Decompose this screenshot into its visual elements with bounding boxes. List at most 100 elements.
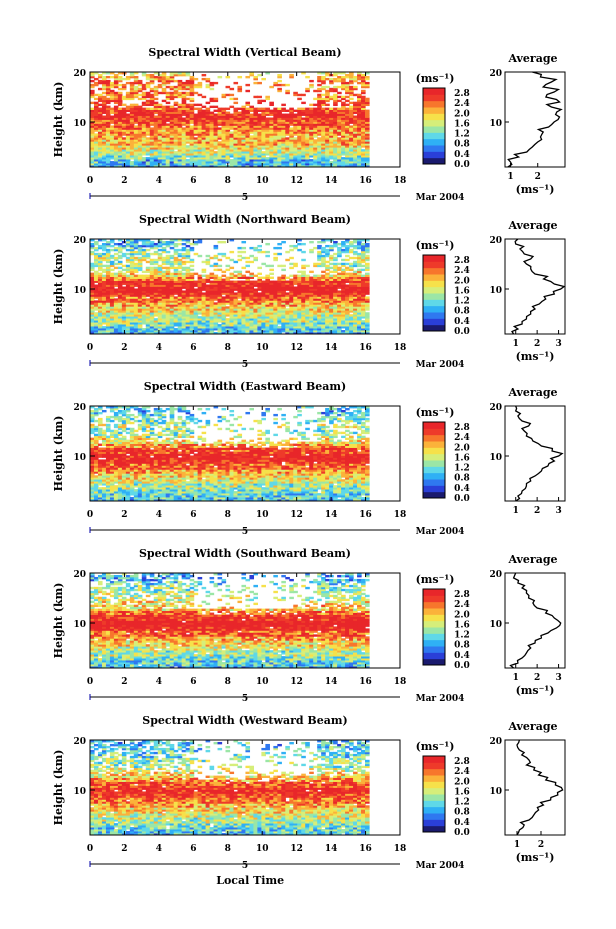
heatmap-cell <box>101 163 107 166</box>
heatmap-cell <box>101 284 107 287</box>
heatmap-cell <box>173 87 179 91</box>
heatmap-cell <box>237 155 243 158</box>
heatmap-cell <box>273 312 278 315</box>
heatmap-cell <box>253 328 258 331</box>
heatmap-cell <box>177 294 183 297</box>
heatmap-cell <box>145 320 151 323</box>
heatmap-cell <box>149 288 155 291</box>
heatmap-cell <box>205 278 211 281</box>
heatmap-cell <box>293 264 298 268</box>
heatmap-cell <box>313 278 318 281</box>
heatmap-cell <box>349 151 354 154</box>
heatmap-cell <box>181 318 187 321</box>
heatmap-cell <box>321 143 326 146</box>
heatmap-cell <box>177 161 183 164</box>
heatmap-cell <box>317 83 322 87</box>
heatmap-cell <box>361 83 366 87</box>
heatmap-cell <box>137 292 143 295</box>
heatmap-cell <box>125 95 131 99</box>
heatmap-cell <box>113 294 119 297</box>
heatmap-cell <box>233 115 239 118</box>
heatmap-cell <box>125 153 131 156</box>
heatmap-cell <box>113 125 119 128</box>
heatmap-cell <box>265 165 270 168</box>
heatmap-cell <box>93 125 99 128</box>
heatmap-cell <box>225 123 231 126</box>
heatmap-cell <box>117 151 123 154</box>
heatmap-cell <box>165 149 171 152</box>
heatmap-cell <box>93 302 99 305</box>
heatmap-cell <box>90 298 95 301</box>
heatmap-cell <box>157 274 163 278</box>
heatmap-cell <box>293 143 298 146</box>
heatmap-cell <box>365 119 370 122</box>
heatmap-cell <box>221 312 227 315</box>
heatmap-cell <box>157 288 163 291</box>
heatmap-cell <box>181 300 187 303</box>
colorbar-tick-label: 0.8 <box>454 140 470 150</box>
heatmap-cell <box>213 264 219 268</box>
heatmap-cell <box>297 163 302 166</box>
heatmap-cell <box>90 246 95 250</box>
heatmap-cell <box>321 135 326 138</box>
heatmap-cell <box>237 117 243 120</box>
heatmap-cell <box>113 322 119 325</box>
heatmap-cell <box>201 316 207 319</box>
heatmap-cell <box>193 141 199 144</box>
heatmap-cell <box>161 312 167 315</box>
heatmap-cell <box>217 153 223 156</box>
heatmap-cell <box>193 157 199 160</box>
heatmap-cell <box>117 72 123 75</box>
heatmap-cell <box>345 117 350 120</box>
heatmap-cell <box>105 129 111 132</box>
heatmap-cell <box>181 107 187 111</box>
heatmap-cell <box>121 85 127 89</box>
heatmap-cell <box>361 97 366 101</box>
heatmap-cell <box>149 290 155 293</box>
heatmap-cell <box>181 155 187 158</box>
heatmap-cell <box>149 266 155 270</box>
heatmap-cell <box>273 157 278 160</box>
heatmap-cell <box>121 129 127 132</box>
heatmap-cell <box>117 254 123 258</box>
heatmap-cell <box>293 147 298 150</box>
heatmap-cell <box>157 79 163 83</box>
heatmap-cell <box>185 260 191 264</box>
heatmap-cell <box>217 149 223 152</box>
heatmap-cell <box>105 318 111 321</box>
heatmap-cell <box>209 302 215 305</box>
heatmap-cell <box>241 332 247 335</box>
heatmap-cell <box>105 145 111 148</box>
heatmap-cell <box>289 292 294 295</box>
heatmap-cell <box>90 89 95 93</box>
heatmap-cell <box>281 83 286 87</box>
heatmap-cell <box>141 161 147 164</box>
heatmap-cell <box>277 117 282 120</box>
heatmap-cell <box>97 260 103 264</box>
heatmap-cell <box>109 147 115 150</box>
heatmap-cell <box>177 111 183 114</box>
heatmap-cell <box>153 72 159 75</box>
heatmap-cell <box>261 129 266 132</box>
heatmap-cell <box>317 93 322 97</box>
heatmap-cell <box>345 137 350 140</box>
heatmap-cell <box>169 282 175 285</box>
heatmap-cell <box>253 165 258 168</box>
heatmap-cell <box>257 308 262 311</box>
heatmap-cell <box>181 133 187 136</box>
heatmap-cell <box>285 316 290 319</box>
heatmap-cell <box>289 127 294 130</box>
heatmap-cell <box>337 115 342 118</box>
heatmap-cell <box>301 292 306 295</box>
heatmap-cell <box>129 165 135 168</box>
heatmap-cell <box>277 121 282 124</box>
heatmap-cell <box>333 322 338 325</box>
heatmap-cell <box>109 153 115 156</box>
heatmap-cell <box>153 310 159 313</box>
heatmap-cell <box>257 157 262 160</box>
heatmap-cell <box>153 127 159 130</box>
heatmap-cell <box>245 107 251 111</box>
heatmap-cell <box>249 137 255 140</box>
heatmap-cell <box>353 151 358 154</box>
heatmap-cell <box>225 318 231 321</box>
